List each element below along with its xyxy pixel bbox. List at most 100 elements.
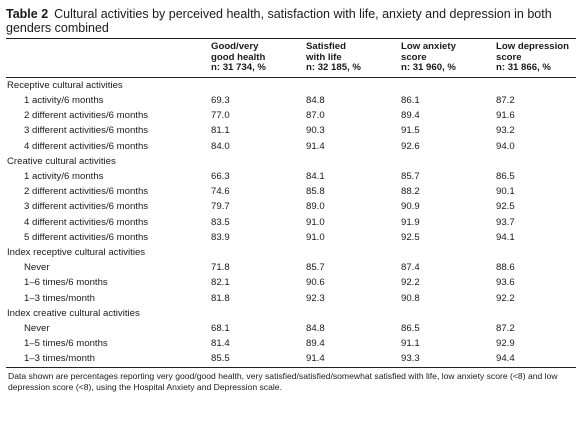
value-cell: 85.7 xyxy=(401,171,420,182)
table-footnote: Data shown are percentages reporting ver… xyxy=(8,370,558,393)
row-label: 1–5 times/6 months xyxy=(24,338,108,350)
value-cell xyxy=(496,245,576,260)
table-row: 1–3 times/month 81.8 92.3 90.8 92.2 xyxy=(6,291,576,306)
value-cell: 84.8 xyxy=(306,323,325,335)
table-row: 3 different activities/6 months 79.7 89.0 9… xyxy=(6,199,576,214)
value-cell: 74.6 xyxy=(211,186,230,198)
value-cell: 87.2 xyxy=(496,323,515,335)
value-cell: 87.4 xyxy=(401,262,420,274)
header-row: Good/very good health n: 31 734, % Satisfi… xyxy=(6,39,576,78)
row-label: 1–3 times/month xyxy=(24,292,95,304)
value-cell xyxy=(306,245,401,260)
row-label: 2 different activities/6 months xyxy=(24,186,149,198)
bottom-rule xyxy=(6,366,576,368)
value-cell: 69.3 xyxy=(211,94,230,106)
value-cell: 82.1 xyxy=(211,277,230,289)
value-cell: 71.8 xyxy=(211,262,230,274)
value-cell: 77.0 xyxy=(211,110,230,122)
section-row: Receptive cultural activities xyxy=(6,77,576,93)
value-cell: 83.9 xyxy=(211,231,230,243)
table-row: 1–3 times/month 85.5 91.4 93.3 94.4 xyxy=(6,351,576,366)
section-row: Index creative cultural activities xyxy=(6,306,576,321)
row-label: 4 different activities/6 months xyxy=(24,216,149,228)
table-document: Table 2 Cultural activities by perceived … xyxy=(6,7,576,394)
value-cell: 68.1 xyxy=(211,323,230,335)
value-cell xyxy=(496,154,576,169)
table-row: 1 activity/6 months 66.3 84.1 85.7 86.5 xyxy=(6,169,576,184)
value-cell: 85.7 xyxy=(306,262,325,274)
value-cell: 81.8 xyxy=(211,292,230,304)
value-cell: 94.0 xyxy=(496,140,515,152)
header-cell-label xyxy=(6,39,211,77)
value-cell xyxy=(401,154,496,169)
section-label: Creative cultural activities xyxy=(7,155,116,167)
value-cell: 90.8 xyxy=(401,292,420,304)
value-cell xyxy=(401,306,496,321)
value-cell: 93.2 xyxy=(496,125,515,137)
row-label: 1 activity/6 months xyxy=(24,94,104,106)
table-row: 2 different activities/6 months 77.0 87.0 8… xyxy=(6,108,576,123)
value-cell xyxy=(306,77,401,93)
value-cell: 94.4 xyxy=(496,353,515,365)
value-cell xyxy=(306,306,401,321)
row-label: 3 different activities/6 months xyxy=(24,125,149,137)
value-cell: 91.1 xyxy=(401,338,420,350)
header-cell-low-depression: Low depression score n: 31 866, % xyxy=(496,41,570,74)
value-cell: 86.5 xyxy=(496,171,515,182)
table-row: 1–5 times/6 months 81.4 89.4 91.1 92.9 xyxy=(6,336,576,351)
table-row: 4 different activities/6 months 83.5 91.0 9… xyxy=(6,215,576,230)
value-cell: 91.0 xyxy=(306,216,325,228)
value-cell xyxy=(496,77,576,93)
table-title: Cultural activities by perceived health,… xyxy=(6,7,552,35)
table-body: Receptive cultural activities 1 activity/… xyxy=(6,77,576,366)
header-cell-satisfied: Satisfied with life n: 32 185, % xyxy=(306,41,361,74)
table-row: Never 71.8 85.7 87.4 88.6 xyxy=(6,260,576,275)
row-label: 1 activity/6 months xyxy=(24,171,104,182)
row-label: 1–6 times/6 months xyxy=(24,277,108,289)
value-cell: 89.0 xyxy=(306,201,325,213)
value-cell xyxy=(211,306,306,321)
value-cell: 91.0 xyxy=(306,231,325,243)
row-label: Never xyxy=(24,323,50,335)
value-cell: 84.1 xyxy=(306,171,325,182)
value-cell: 87.2 xyxy=(496,94,515,106)
value-cell: 84.8 xyxy=(306,94,325,106)
value-cell: 93.3 xyxy=(401,353,420,365)
value-cell: 90.9 xyxy=(401,201,420,213)
value-cell: 91.4 xyxy=(306,140,325,152)
value-cell xyxy=(211,154,306,169)
row-label: 4 different activities/6 months xyxy=(24,140,149,152)
value-cell: 93.6 xyxy=(496,277,515,289)
value-cell: 92.5 xyxy=(401,231,420,243)
value-cell: 85.8 xyxy=(306,186,325,198)
row-label: Never xyxy=(24,262,50,274)
value-cell: 91.5 xyxy=(401,125,420,137)
value-cell xyxy=(401,77,496,93)
value-cell: 92.9 xyxy=(496,338,515,350)
value-cell: 93.7 xyxy=(496,216,515,228)
row-label: 1–3 times/month xyxy=(24,353,95,365)
value-cell xyxy=(401,245,496,260)
value-cell: 89.4 xyxy=(306,338,325,350)
value-cell: 92.3 xyxy=(306,292,325,304)
value-cell: 88.2 xyxy=(401,186,420,198)
value-cell: 92.5 xyxy=(496,201,515,213)
section-label: Receptive cultural activities xyxy=(7,79,123,91)
value-cell: 88.6 xyxy=(496,262,515,274)
table-caption: Table 2 Cultural activities by perceived … xyxy=(6,7,576,35)
value-cell: 90.1 xyxy=(496,186,515,198)
table-row: 4 different activities/6 months 84.0 91.4 9… xyxy=(6,139,576,154)
value-cell: 81.1 xyxy=(211,125,230,137)
value-cell: 90.3 xyxy=(306,125,325,137)
table-label: Table 2 xyxy=(6,7,49,21)
table-header: Good/very good health n: 31 734, % Satisfi… xyxy=(6,39,576,78)
value-cell xyxy=(211,245,306,260)
value-cell: 86.1 xyxy=(401,94,420,106)
value-cell: 90.6 xyxy=(306,277,325,289)
header-cell-good-health: Good/very good health n: 31 734, % xyxy=(211,41,266,74)
value-cell: 91.9 xyxy=(401,216,420,228)
table-row: 1–6 times/6 months 82.1 90.6 92.2 93.6 xyxy=(6,275,576,290)
value-cell: 92.2 xyxy=(401,277,420,289)
section-label: Index receptive cultural activities xyxy=(7,247,146,259)
value-cell: 92.2 xyxy=(496,292,515,304)
